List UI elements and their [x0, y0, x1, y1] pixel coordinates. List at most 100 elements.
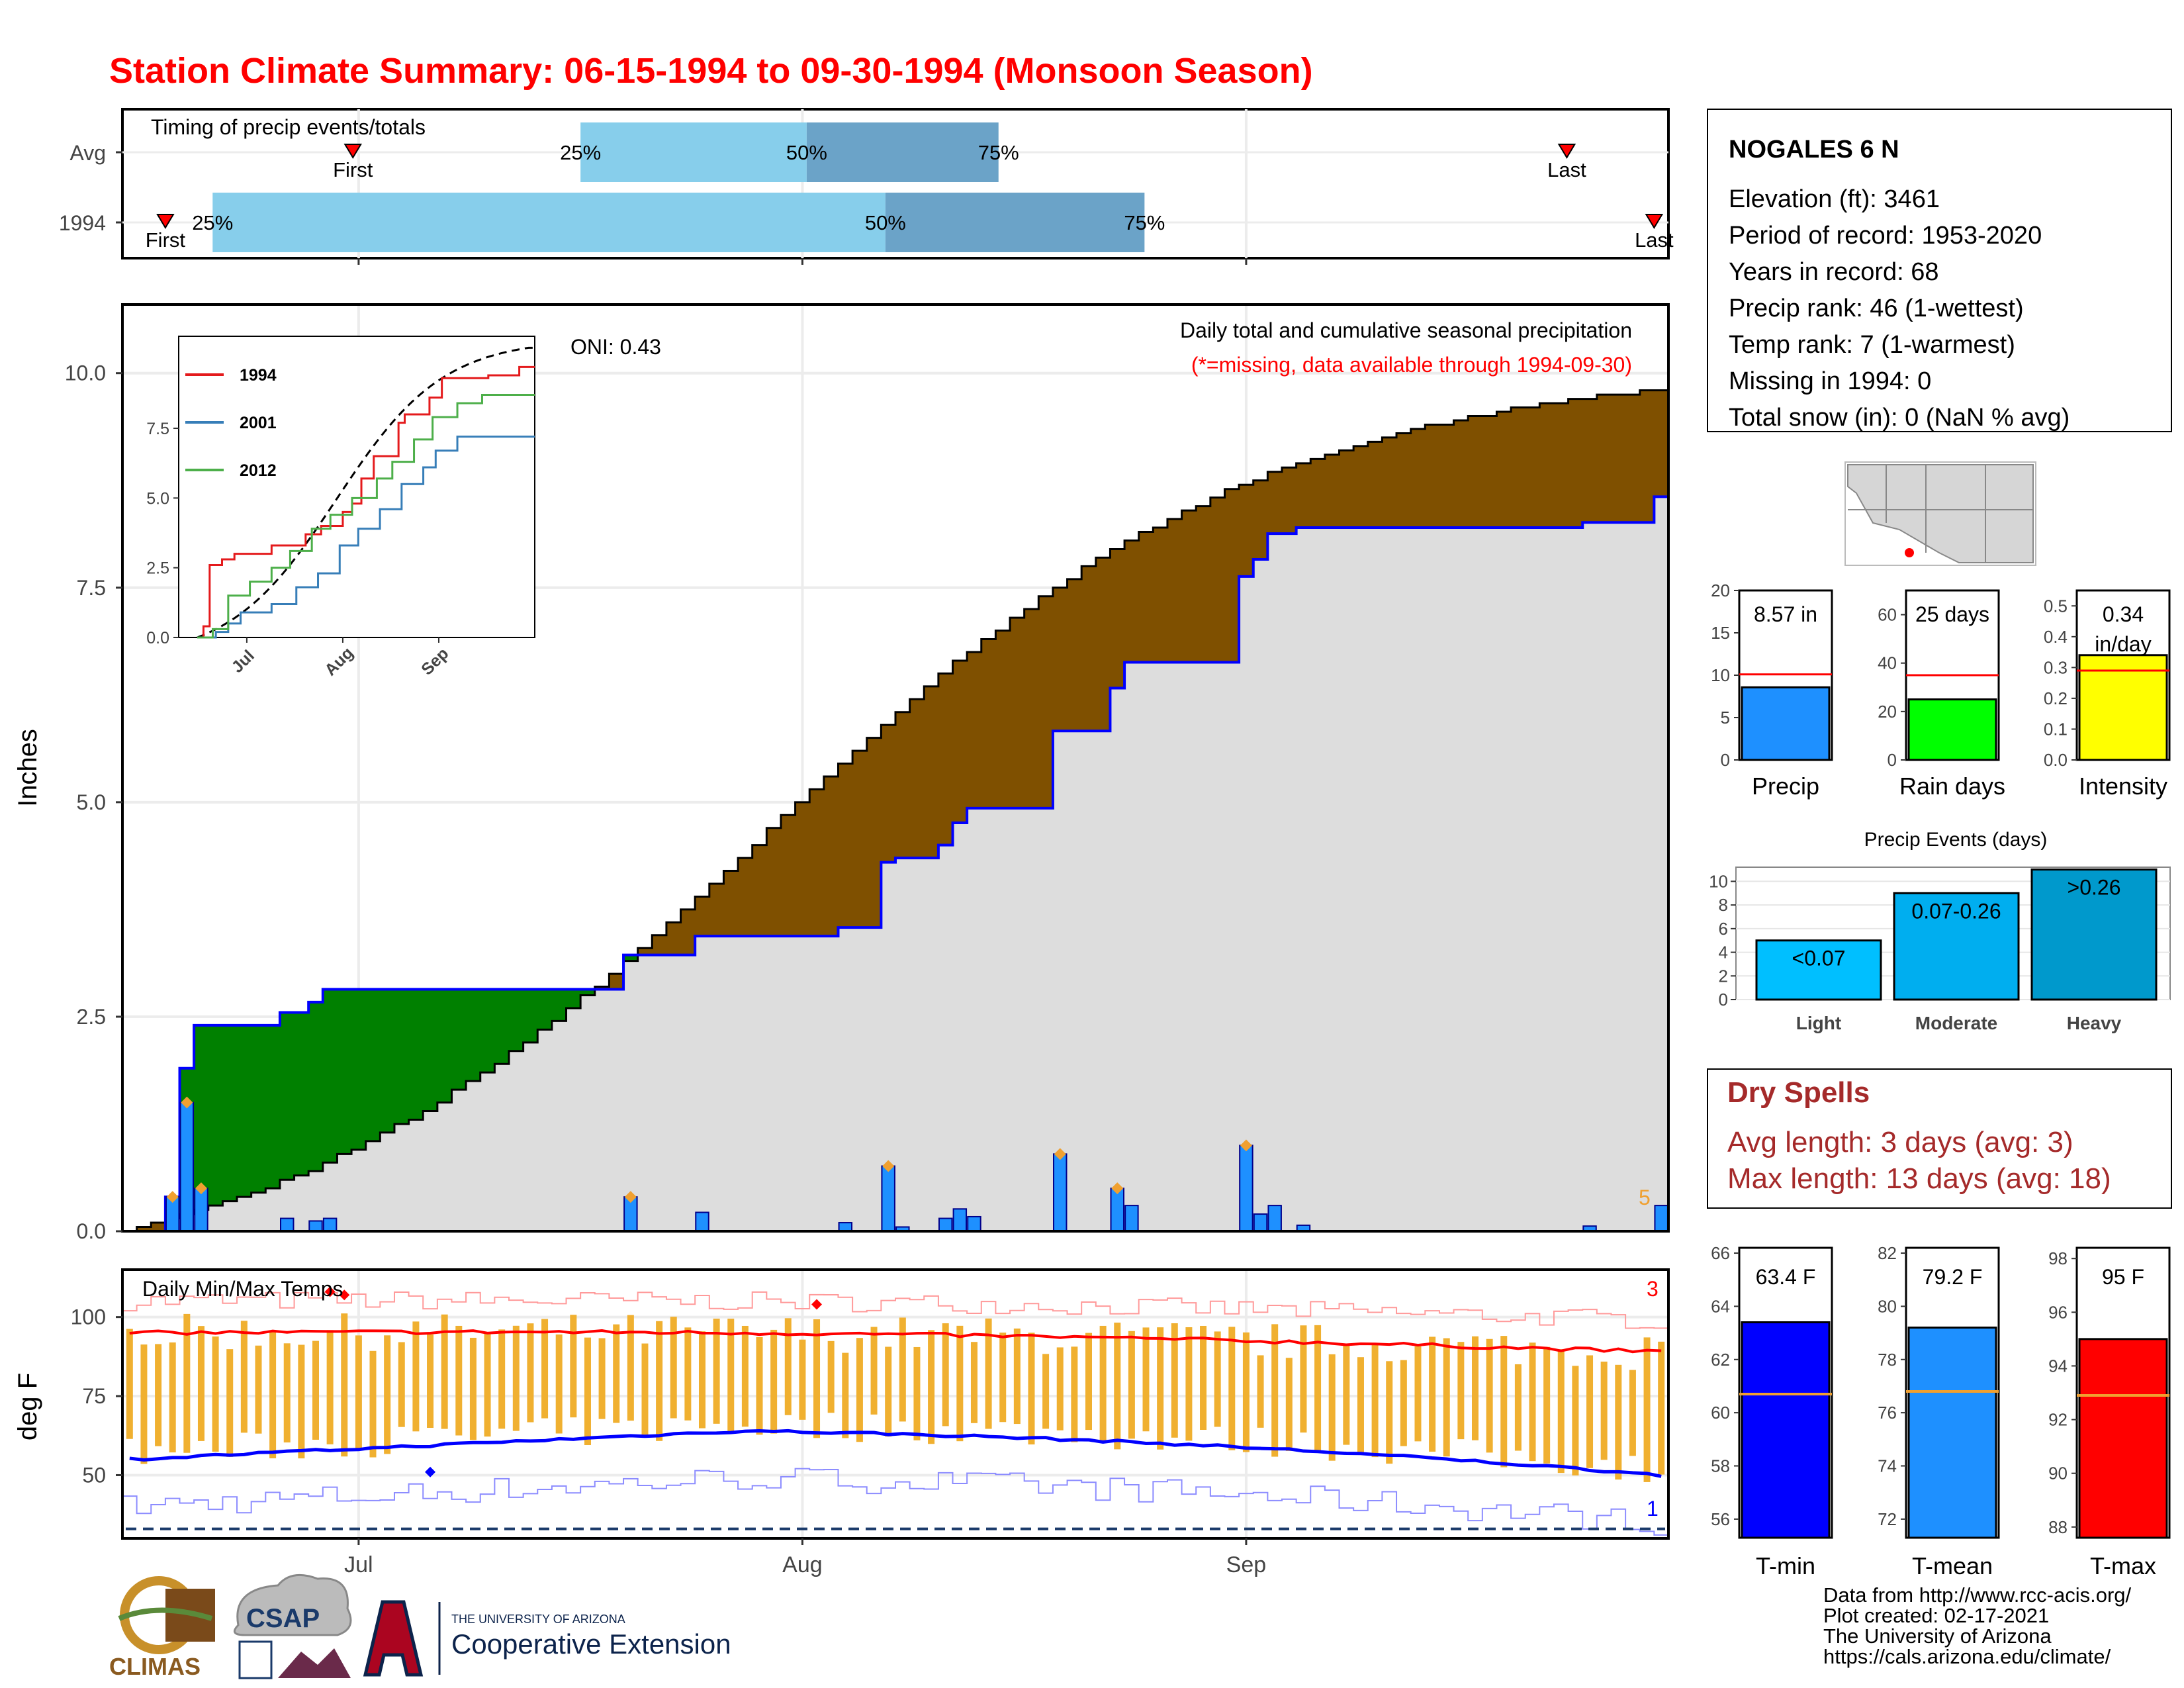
daily-temp-range-bar — [155, 1344, 162, 1446]
temp-y-tick-label: 100 — [71, 1305, 106, 1329]
ua-big-text: Cooperative Extension — [451, 1628, 731, 1660]
precip-y-tick-label: 10.0 — [65, 361, 106, 385]
precip-y-tick-label: 2.5 — [77, 1005, 106, 1029]
tmin-value-bar — [1741, 1321, 1831, 1539]
daily-temp-range-bar — [412, 1321, 420, 1432]
station-line-elevation: Elevation (ft): 3461 — [1729, 185, 1940, 213]
tmean-tick-label: 80 — [1878, 1296, 1897, 1316]
timing-first-marker — [343, 144, 363, 159]
precip-events-tick-label: 6 — [1719, 919, 1728, 939]
footer-institution: The University of Arizona — [1823, 1624, 2052, 1648]
daily-temp-range-bar — [1414, 1346, 1422, 1442]
footer-data-source: Data from http://www.rcc-acis.org/ — [1823, 1583, 2132, 1607]
daily-precip-max-marker — [181, 1096, 193, 1109]
tmean-summary-chart: 79.2 F 72 74 76 78 80 82 T-mean — [1878, 1243, 2000, 1579]
daily-temp-range-bar — [856, 1338, 863, 1442]
precip-events-tick-label: 0 — [1719, 990, 1728, 1009]
daily-temp-range-bar — [741, 1325, 749, 1427]
station-line-period: Period of record: 1953-2020 — [1729, 222, 2042, 250]
daily-precip-bar — [322, 1217, 338, 1232]
timing-last-marker — [1557, 144, 1576, 159]
daily-temp-range-bar — [1013, 1328, 1021, 1425]
daily-temp-range-bar — [1557, 1349, 1565, 1474]
daily-temp-range-bar — [1386, 1361, 1393, 1464]
footer-url: https://cals.arizona.edu/climate/ — [1823, 1645, 2111, 1668]
daily-temp-range-bar — [1343, 1344, 1350, 1445]
inset-y-tick-label: 5.0 — [146, 489, 169, 508]
timing-q25-label: 25% — [192, 211, 233, 234]
daily-temp-range-bar — [756, 1336, 763, 1435]
rain-days-value-bar — [1907, 698, 1997, 761]
daily-temp-range-bar — [1586, 1355, 1594, 1468]
timing-panel: 25% 50% 75% First Last 25% 50% 75% First Last Tim… — [59, 108, 1674, 265]
precip-y-tick-label: 5.0 — [77, 790, 106, 814]
daily-precip-bar — [179, 1102, 195, 1232]
rain-days-summary-chart: 25 days 0 20 40 60 Rain days — [1878, 589, 2005, 800]
temp-panel-title: Daily Min/Max Temps — [142, 1277, 343, 1301]
temp-y-axis-label: deg F — [13, 1373, 42, 1440]
daily-temp-range-bar — [913, 1346, 921, 1440]
precip-events-tick-label: 2 — [1719, 966, 1728, 986]
footer-plot-created: Plot created: 02-17-2021 — [1823, 1604, 2049, 1627]
daily-precip-bar — [1267, 1205, 1282, 1232]
climas-logo: CLIMAS — [109, 1576, 215, 1680]
daily-temp-range-bar — [255, 1345, 262, 1434]
daily-temp-range-bar — [1400, 1360, 1407, 1446]
daily-temp-range-bar — [1572, 1366, 1579, 1476]
intensity-value-label-2: in/day — [2095, 632, 2151, 656]
timing-row-label-avg: Avg — [69, 141, 106, 165]
daily-precip-bar — [1124, 1205, 1139, 1232]
daily-temp-range-bar — [1472, 1336, 1479, 1440]
timing-row-label-1994: 1994 — [59, 211, 106, 235]
precip-events-title: Precip Events (days) — [1864, 829, 2048, 851]
daily-precip-bar — [1253, 1213, 1268, 1233]
timing-first-marker — [156, 214, 175, 229]
daily-precip-max-marker — [195, 1182, 207, 1195]
precip-panel-title: Daily total and cumulative seasonal prec… — [1180, 318, 1632, 342]
intensity-tick-label: 0.2 — [2044, 688, 2068, 708]
precip-events-tick-label: 8 — [1719, 895, 1728, 915]
rain-days-label: Rain days — [1899, 773, 2005, 800]
daily-temp-range-bar — [1128, 1331, 1135, 1439]
daily-precip-bar — [952, 1208, 968, 1232]
record-high-line — [122, 1291, 1668, 1329]
timing-bar-q25-q50 — [212, 193, 886, 252]
daily-temp-range-bar — [140, 1344, 148, 1464]
station-location-marker — [1905, 548, 1914, 557]
daily-temp-range-bar — [1429, 1336, 1436, 1452]
daily-temp-range-bar — [555, 1334, 563, 1434]
precip-events-bar-moderate — [1893, 892, 2020, 1001]
record-high-marker — [324, 1286, 336, 1297]
intensity-tick-label: 0.0 — [2044, 750, 2068, 770]
rain-days-value-label: 25 days — [1915, 602, 1989, 626]
daily-temp-range-bar — [613, 1324, 620, 1423]
intensity-label: Intensity — [2079, 773, 2167, 800]
climas-logo-text: CLIMAS — [109, 1653, 201, 1680]
intensity-tick-label: 0.3 — [2044, 657, 2068, 677]
precip-value-bar — [1741, 686, 1831, 761]
inset-average-line — [197, 346, 535, 639]
daily-temp-range-bar — [999, 1333, 1007, 1423]
precip-events-bar-heavy — [2030, 868, 2158, 1001]
daily-temp-range-bar — [1543, 1346, 1551, 1464]
daily-temp-range-bar — [1271, 1324, 1279, 1457]
precip-events-bar-label: <0.07 — [1792, 947, 1846, 970]
daily-temp-range-bar — [1500, 1336, 1508, 1468]
daily-precip-bar — [695, 1211, 709, 1232]
daily-precip-bar — [1053, 1153, 1068, 1233]
daily-temp-range-bar — [1056, 1347, 1064, 1430]
daily-temp-range-bar — [570, 1315, 577, 1418]
precip-panel-subtitle: (*=missing, data available through 1994-… — [1191, 353, 1632, 377]
summary-bar-charts: 8.57 in 0 5 10 15 20 Precip 25 days 0 20 40 60 Rain … — [1711, 581, 2171, 800]
rain-days-tick-label: 0 — [1888, 750, 1897, 770]
daily-precip-max-marker — [624, 1191, 637, 1203]
dry-spells-max: Max length: 13 days (avg: 18) — [1727, 1162, 2111, 1195]
daily-temp-range-bar — [1028, 1333, 1035, 1445]
tmax-value-label: 95 F — [2102, 1265, 2144, 1289]
inset-legend-2001: 2001 — [240, 414, 277, 432]
month-label-aug: Aug — [782, 1552, 823, 1577]
daily-temp-range-bar — [970, 1342, 978, 1423]
tmean-tick-label: 74 — [1878, 1456, 1897, 1476]
daily-temp-range-bar — [1257, 1355, 1264, 1428]
tmean-value-bar — [1907, 1327, 1997, 1539]
